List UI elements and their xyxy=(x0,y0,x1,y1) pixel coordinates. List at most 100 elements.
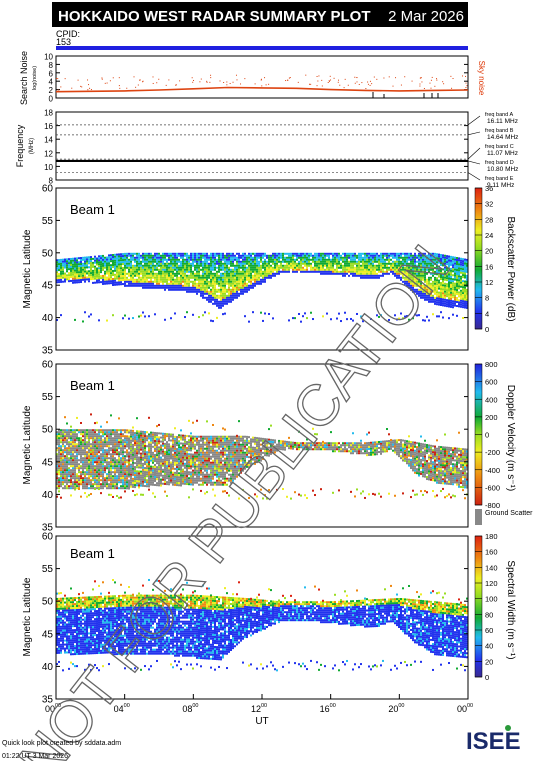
heatmap-cell xyxy=(62,443,64,446)
heatmap-cell xyxy=(86,479,88,482)
heatmap-cell xyxy=(120,275,122,278)
heatmap-cell xyxy=(84,439,86,442)
heatmap-cell xyxy=(58,473,60,476)
heatmap-cell xyxy=(132,252,134,255)
heatmap-cell xyxy=(440,301,442,304)
heatmap-cell xyxy=(388,256,390,259)
noise-speckle-point xyxy=(400,84,402,86)
heatmap-cell xyxy=(216,278,218,281)
heatmap-cell xyxy=(136,266,138,269)
heatmap-cell xyxy=(296,254,298,257)
heatmap-cell xyxy=(126,435,128,438)
heatmap-cell xyxy=(368,252,370,255)
heatmap-cell xyxy=(70,429,72,432)
heatmap-cell xyxy=(232,298,234,301)
heatmap-cell xyxy=(176,262,178,265)
heatmap-cell xyxy=(256,282,258,285)
heatmap-cell xyxy=(406,315,408,318)
heatmap-cell xyxy=(148,441,150,444)
heatmap-cell xyxy=(430,284,432,287)
heatmap-cell xyxy=(252,256,254,259)
heatmap-cell xyxy=(78,279,80,282)
heatmap-cell xyxy=(326,260,328,263)
heatmap-cell xyxy=(120,457,122,460)
heatmap-cell xyxy=(110,483,112,486)
heatmap-cell xyxy=(76,457,78,460)
heatmap-cell xyxy=(278,252,280,255)
heatmap-cell xyxy=(436,315,438,318)
heatmap-cell xyxy=(464,266,466,269)
noise-speckle-point xyxy=(343,87,345,89)
heatmap-cell xyxy=(60,280,62,283)
heatmap-cell xyxy=(206,274,208,277)
heatmap-cell xyxy=(318,254,320,257)
noise-speckle-point xyxy=(104,82,106,84)
heatmap-cell xyxy=(114,461,116,464)
heatmap-cell xyxy=(88,429,90,432)
heatmap-cell xyxy=(170,266,172,269)
heatmap-cell xyxy=(236,292,238,295)
heatmap-cell xyxy=(230,272,232,275)
heatmap-cell xyxy=(202,272,204,275)
heatmap-cell xyxy=(158,472,160,475)
heatmap-cell xyxy=(76,445,78,448)
heatmap-cell xyxy=(140,446,142,449)
heatmap-cell xyxy=(434,288,436,291)
heatmap-cell xyxy=(218,252,220,255)
heatmap-cell xyxy=(68,435,70,438)
heatmap-cell xyxy=(138,280,140,283)
heatmap-cell xyxy=(170,260,172,263)
heatmap-cell xyxy=(376,254,378,257)
heatmap-cell xyxy=(460,289,462,292)
heatmap-cell xyxy=(438,271,440,274)
heatmap-cell xyxy=(74,477,76,480)
heatmap-cell xyxy=(130,465,132,468)
heatmap-cell xyxy=(84,260,86,263)
heatmap-cell xyxy=(92,273,94,276)
heatmap-cell xyxy=(66,475,68,478)
heatmap-cell xyxy=(66,469,68,472)
heatmap-cell xyxy=(148,477,150,480)
heatmap-cell xyxy=(138,430,140,433)
heatmap-cell xyxy=(290,258,292,261)
heatmap-cell xyxy=(138,434,140,437)
heatmap-cell xyxy=(80,453,82,456)
heatmap-cell xyxy=(108,433,110,436)
heatmap-cell xyxy=(424,288,426,291)
heatmap-cell xyxy=(208,312,210,315)
heatmap-cell xyxy=(104,477,106,480)
heatmap-cell xyxy=(410,270,412,273)
heatmap-cell xyxy=(102,435,104,438)
heatmap-cell xyxy=(144,459,146,462)
noise-speckle-point xyxy=(119,87,121,89)
heatmap-cell xyxy=(64,258,66,261)
heatmap-cell xyxy=(146,467,148,470)
velocity-heatmap xyxy=(56,413,468,500)
heatmap-cell xyxy=(430,290,432,293)
heatmap-cell xyxy=(60,496,62,499)
heatmap-cell xyxy=(366,264,368,267)
heatmap-cell xyxy=(304,258,306,261)
heatmap-cell xyxy=(126,465,128,468)
noise-speckle-point xyxy=(223,81,225,83)
heatmap-cell xyxy=(74,445,76,448)
heatmap-cell xyxy=(454,284,456,287)
heatmap-cell xyxy=(424,284,426,287)
heatmap-cell xyxy=(136,264,138,267)
heatmap-cell xyxy=(256,260,258,263)
heatmap-cell xyxy=(212,276,214,279)
heatmap-cell xyxy=(168,258,170,261)
heatmap-cell xyxy=(206,254,208,257)
heatmap-cell xyxy=(118,267,120,270)
heatmap-cell xyxy=(112,465,114,468)
heatmap-cell xyxy=(56,469,58,472)
heatmap-cell xyxy=(436,303,438,306)
heatmap-cell xyxy=(466,298,468,301)
heatmap-cell xyxy=(288,252,290,255)
heatmap-cell xyxy=(102,433,104,436)
heatmap-cell xyxy=(156,434,158,437)
heatmap-cell xyxy=(446,285,448,288)
heatmap-cell xyxy=(118,275,120,278)
